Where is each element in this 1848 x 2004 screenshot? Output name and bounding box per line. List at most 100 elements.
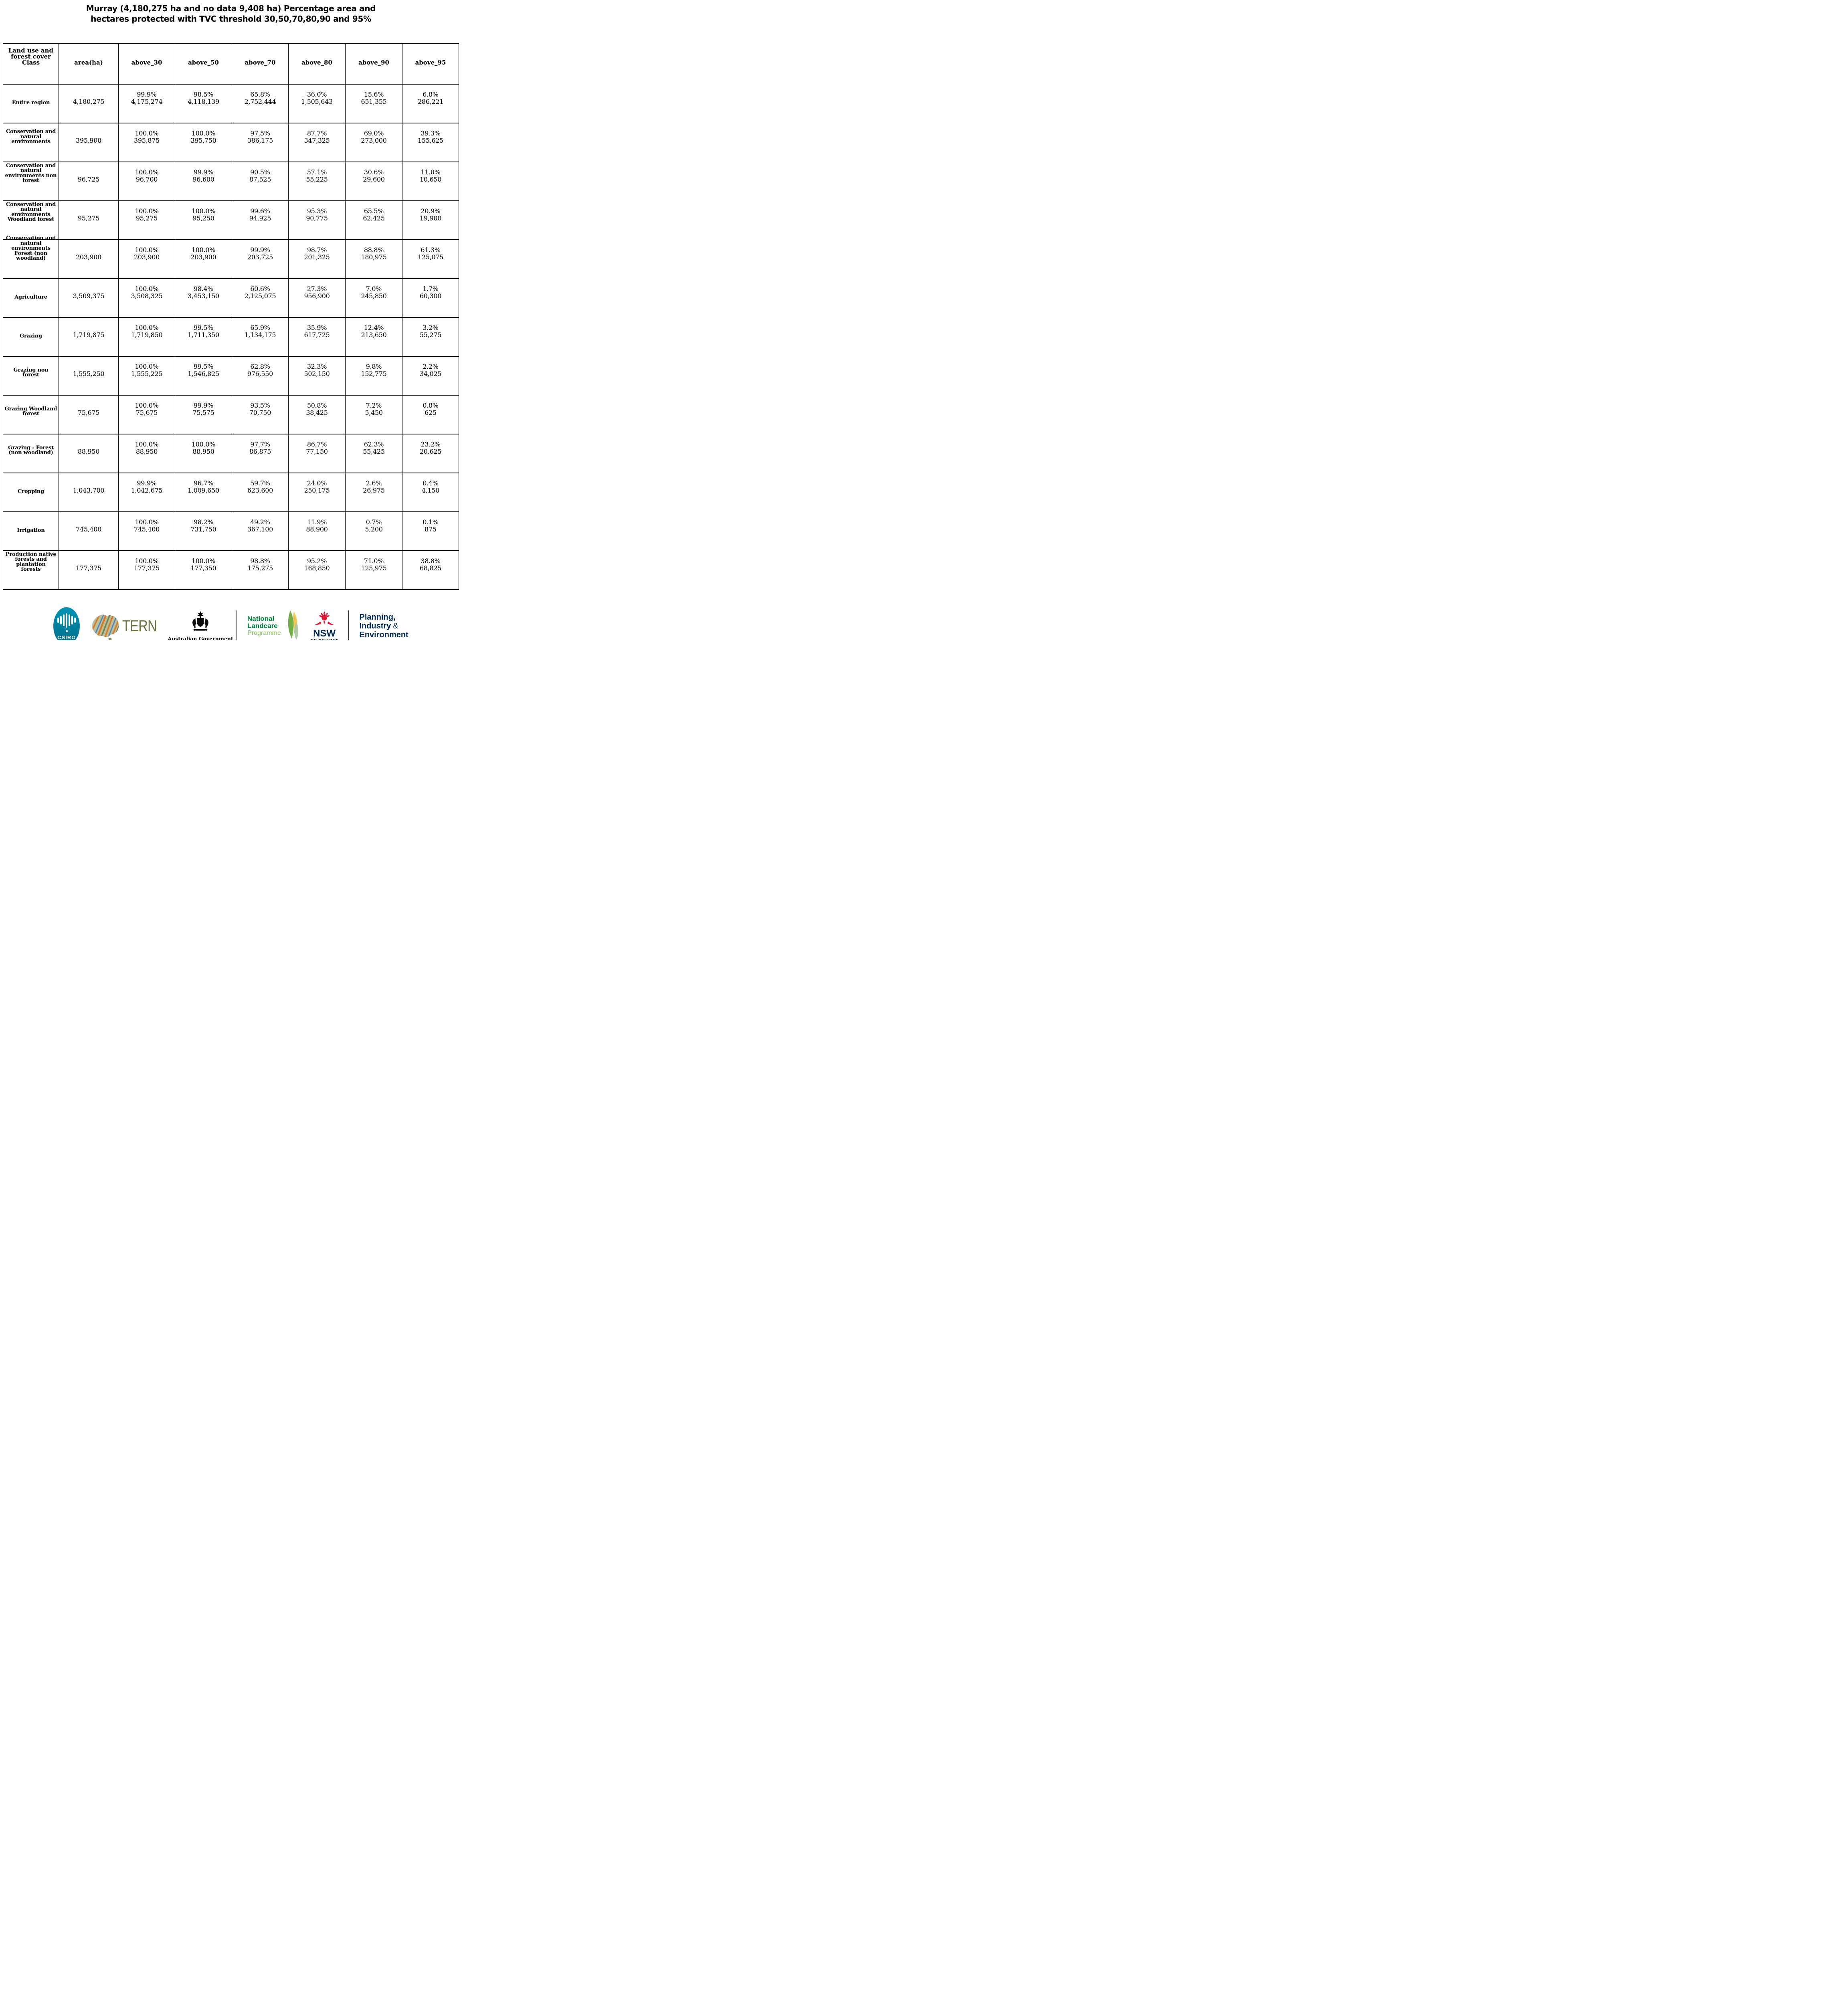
column-header-class: Land use and forest cover Class <box>8 47 54 66</box>
row-label: Conservation and natural environments <box>6 129 56 145</box>
ha-value: 88,950 <box>192 448 214 455</box>
pct-value: 99.9% <box>137 90 157 98</box>
ha-value: 26,975 <box>363 487 385 494</box>
pct-value: 39.3% <box>421 129 441 137</box>
ha-value: 201,325 <box>304 253 330 261</box>
pct-value: 99.5% <box>193 323 214 331</box>
pct-value: 27.3% <box>307 285 327 293</box>
area-value: 95,275 <box>77 214 100 222</box>
pct-value: 49.2% <box>250 518 270 526</box>
table-row: Conservation and natural environments Wo… <box>3 200 459 240</box>
ha-value: 55,425 <box>363 448 385 455</box>
land-use-table: Land use and forest cover Class area(ha)… <box>3 43 459 590</box>
ha-value: 1,711,350 <box>188 331 219 339</box>
pct-value: 2.6% <box>366 479 382 487</box>
csiro-logo: CSIRO <box>53 607 80 640</box>
ha-value: 55,275 <box>419 331 442 339</box>
area-value: 177,375 <box>75 564 102 572</box>
pct-value: 0.4% <box>423 479 439 487</box>
ha-value: 347,325 <box>304 137 330 144</box>
pct-value: 1.7% <box>423 285 439 293</box>
pct-value: 57.1% <box>307 168 327 176</box>
pct-value: 100.0% <box>191 207 216 215</box>
row-label: Cropping <box>18 489 44 495</box>
column-header-above95: above_95 <box>415 59 446 66</box>
table-row: Grazing non forest 1,555,250 100.0% 1,555… <box>3 356 459 396</box>
pct-value: 99.9% <box>193 401 214 409</box>
pct-value: 97.5% <box>250 129 270 137</box>
australian-government-logo: Australian Government <box>168 610 233 640</box>
ha-value: 250,175 <box>304 487 330 494</box>
pct-value: 71.0% <box>364 557 384 565</box>
ha-value: 77,150 <box>306 448 328 455</box>
table-row: Production native forests and plantation… <box>3 550 459 590</box>
ha-value: 90,775 <box>306 214 328 222</box>
dpie-label-line1: Planning, <box>359 613 396 622</box>
row-label: Conservation and natural environments Wo… <box>6 201 56 222</box>
ha-value: 273,000 <box>361 137 387 144</box>
page-title-line1: Murray (4,180,275 ha and no data 9,408 h… <box>86 4 376 13</box>
page-title-line2: hectares protected with TVC threshold 30… <box>91 14 371 24</box>
pct-value: 9.8% <box>366 362 382 370</box>
area-value: 1,719,875 <box>73 331 105 339</box>
ha-value: 155,625 <box>417 137 444 144</box>
pct-value: 50.8% <box>307 401 327 409</box>
ha-value: 386,175 <box>247 137 273 144</box>
ha-value: 75,575 <box>192 409 214 416</box>
row-label: Agriculture <box>14 294 47 300</box>
nsw-government-logo: NSW GOVERNMENT <box>311 610 338 640</box>
ha-value: 5,450 <box>365 409 383 416</box>
pct-value: 60.6% <box>250 285 270 293</box>
pct-value: 24.0% <box>307 479 327 487</box>
pct-value: 99.9% <box>137 479 157 487</box>
csiro-dot-icon <box>65 630 68 632</box>
planning-industry-environment-logo: Planning, Industry & Environment <box>359 613 408 639</box>
pct-value: 35.9% <box>307 323 327 331</box>
ha-value: 502,150 <box>304 370 330 378</box>
ha-value: 203,900 <box>133 253 160 261</box>
ha-value: 4,150 <box>421 487 440 494</box>
area-value: 3,509,375 <box>73 292 105 300</box>
csiro-label: CSIRO <box>57 634 76 640</box>
ha-value: 96,600 <box>192 176 214 183</box>
ha-value: 19,900 <box>419 214 442 222</box>
ha-value: 34,025 <box>419 370 442 378</box>
ha-value: 177,350 <box>190 564 216 572</box>
ha-value: 70,750 <box>249 409 271 416</box>
pct-value: 61.3% <box>421 246 441 254</box>
ha-value: 88,950 <box>135 448 158 455</box>
pct-value: 100.0% <box>191 129 216 137</box>
pct-value: 38.8% <box>421 557 441 565</box>
area-value: 75,675 <box>77 409 100 416</box>
pct-value: 20.9% <box>421 207 441 215</box>
table-row: Cropping 1,043,700 99.9% 1,042,675 96.7% 1… <box>3 473 459 512</box>
csiro-starburst-icon <box>57 612 76 629</box>
landcare-label-line1: National <box>247 615 275 622</box>
area-value: 1,555,250 <box>73 370 105 378</box>
landcare-label-line2: Landcare <box>247 622 278 630</box>
ha-value: 152,775 <box>361 370 387 378</box>
ha-value: 1,719,850 <box>131 331 163 339</box>
pct-value: 98.5% <box>193 90 214 98</box>
ha-value: 3,453,150 <box>188 292 219 300</box>
pct-value: 12.4% <box>364 323 384 331</box>
row-label: Grazing <box>20 333 42 339</box>
pct-value: 32.3% <box>307 362 327 370</box>
row-label: Conservation and natural environments no… <box>5 162 57 184</box>
ha-value: 976,550 <box>247 370 273 378</box>
ha-value: 86,875 <box>249 448 271 455</box>
table-row: Entire region 4,180,275 99.9% 4,175,274 9… <box>3 84 459 123</box>
ha-value: 623,600 <box>247 487 273 494</box>
pct-value: 65.5% <box>364 207 384 215</box>
ha-value: 3,508,325 <box>131 292 163 300</box>
pct-value: 7.2% <box>366 401 382 409</box>
ha-value: 60,300 <box>419 292 442 300</box>
dpie-ampersand: & <box>393 622 398 630</box>
page-title: Murray (4,180,275 ha and no data 9,408 h… <box>0 3 462 24</box>
pct-value: 98.8% <box>250 557 270 565</box>
ha-value: 1,555,225 <box>131 370 163 378</box>
row-label: Grazing non forest <box>13 367 49 378</box>
table-row: Grazing 1,719,875 100.0% 1,719,850 99.5% 1… <box>3 317 459 357</box>
ha-value: 1,546,825 <box>188 370 219 378</box>
column-header-area: area(ha) <box>74 59 103 66</box>
